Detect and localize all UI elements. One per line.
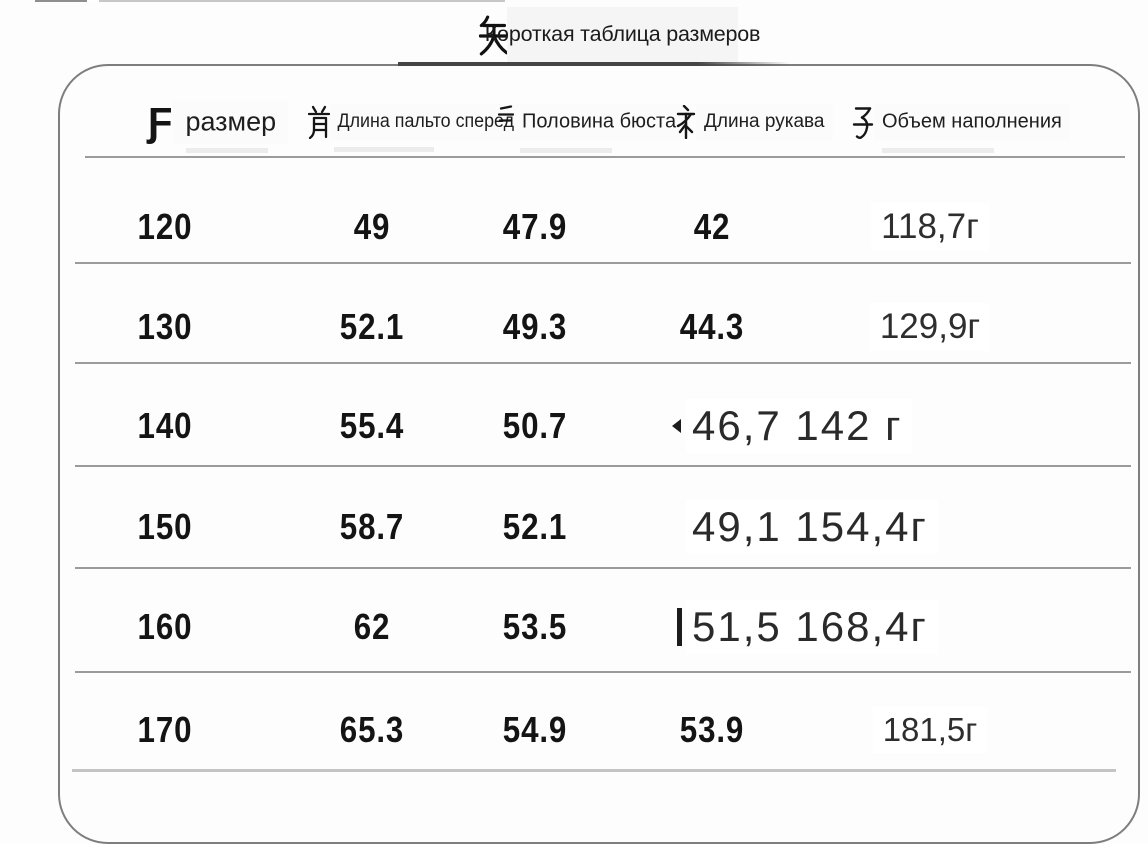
cell-sleeve-length: 44.3: [679, 306, 745, 347]
ghost-text-smudge: [882, 148, 994, 153]
cell-size: 140: [137, 405, 193, 446]
cell-fill-volume: 118,7г: [871, 203, 989, 251]
column-header-label: Половина бюста: [514, 103, 685, 141]
row-separator: [75, 671, 1131, 673]
cell-sleeve-length: 42: [693, 206, 731, 247]
column-header-fill-volume: Объем наполнения: [852, 103, 1070, 141]
ghost-text-smudge: [520, 148, 612, 153]
cell-half-bust: 47.9: [502, 206, 568, 247]
cell-size: 160: [137, 606, 193, 647]
cell-fill-volume: 129,9г: [869, 303, 991, 351]
column-header-label: размер: [173, 100, 289, 144]
cell-sleeve-and-fill-merged: 46,7 142 г: [686, 399, 913, 453]
cell-half-bust: 52.1: [502, 506, 568, 547]
cjk-remnant-front-icon: [308, 105, 330, 139]
cell-size: 130: [137, 306, 193, 347]
column-header-label: Длина рукава: [696, 104, 833, 140]
column-header-sleeve-length: Длина рукава: [676, 104, 833, 140]
cjk-remnant-fill-icon: [852, 106, 874, 139]
cell-half-bust: 53.5: [502, 606, 568, 647]
row-separator: [75, 362, 1131, 364]
ghost-text-smudge: [186, 148, 268, 153]
cell-size: 150: [137, 506, 193, 547]
page-title: Короткая таблица размеров: [485, 7, 760, 62]
cell-sleeve-length: 53.9: [679, 709, 745, 750]
cell-front-length: 55.4: [339, 405, 405, 446]
cjk-remnant-size-icon: Ƒ: [148, 100, 173, 144]
ocr-artifact: [672, 419, 681, 433]
cell-size: 120: [137, 206, 193, 247]
cell-half-bust: 49.3: [502, 306, 568, 347]
column-header-size: Ƒ размер: [148, 100, 289, 144]
cell-front-length: 49: [353, 206, 391, 247]
frame-top-dark-segment: [398, 62, 790, 66]
cell-fill-volume: 181,5г: [872, 707, 988, 753]
column-header-half-bust: Половина бюста: [498, 103, 685, 141]
cell-front-length: 65.3: [339, 709, 405, 750]
cell-sleeve-and-fill-merged: 49,1 154,4г: [686, 500, 938, 554]
column-header-front-length: Длина пальто спереди: [308, 104, 544, 140]
cell-half-bust: 50.7: [502, 405, 568, 446]
cell-front-length: 58.7: [339, 506, 405, 547]
cell-half-bust: 54.9: [502, 709, 568, 750]
ghost-text-smudge: [334, 147, 434, 152]
ocr-artifact: [677, 608, 682, 646]
top-edge-line-artifact: [35, 0, 505, 2]
cjk-remnant-title-icon: [479, 15, 511, 57]
row-separator: [75, 262, 1131, 264]
cjk-remnant-sleeve-icon: [676, 105, 696, 139]
cell-size: 170: [137, 709, 193, 750]
row-separator: [72, 769, 1116, 772]
cell-front-length: 52.1: [339, 306, 405, 347]
column-header-label: Объем наполнения: [874, 103, 1070, 141]
row-separator: [85, 156, 1125, 158]
column-header-label: Длина пальто спереди: [330, 104, 532, 140]
row-separator: [75, 465, 1131, 467]
row-separator: [75, 567, 1131, 569]
cjk-remnant-bust-icon: [498, 105, 514, 122]
cell-front-length: 62: [353, 606, 391, 647]
cell-sleeve-and-fill-merged: 51,5 168,4г: [686, 600, 938, 654]
